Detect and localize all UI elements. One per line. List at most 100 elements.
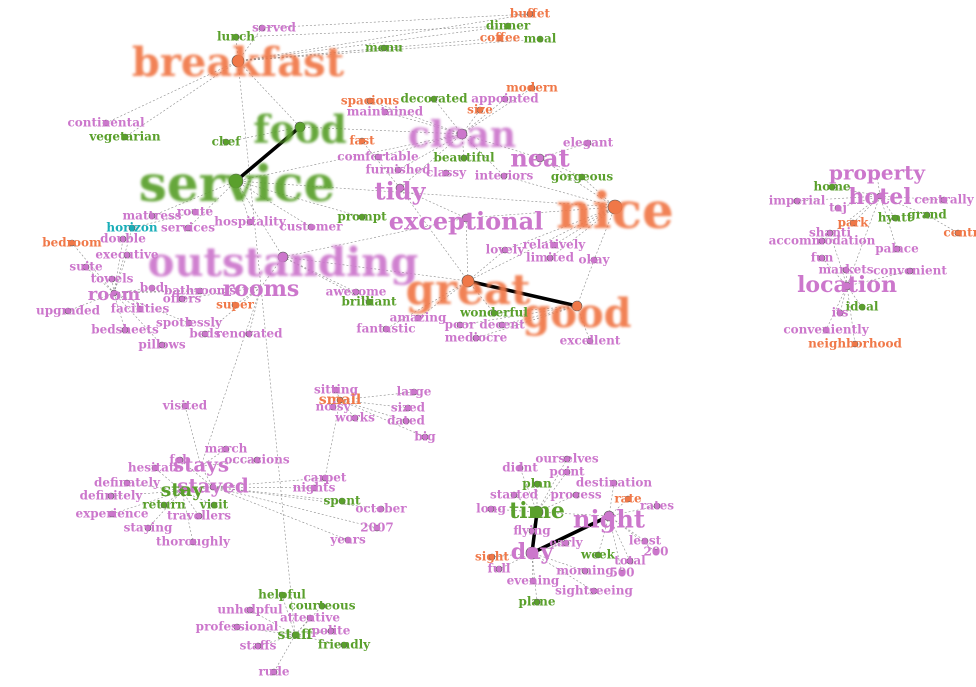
word-poor: poor [445,318,476,332]
node-home [828,183,836,191]
node-markets [842,266,850,274]
word-hotel: hotel [848,184,911,210]
edge-staff-courteous [294,605,323,636]
node-maintained [381,108,389,116]
edge-staff-unhelpful [249,609,296,636]
word-200: 200 [643,545,668,559]
word-centre: centre [943,226,976,240]
edge-stayed-october [212,486,382,510]
node-started [510,491,518,499]
word-works: works [334,411,375,425]
node-2007 [373,524,381,532]
word-park: park [838,216,869,230]
edge-good-mediocre [475,305,578,339]
edge-room-bedroom [71,242,115,294]
edge-day-sightseeing [531,552,595,592]
word-location: location [797,272,897,298]
word-return: return [142,498,186,512]
node-vegetarian [121,133,129,141]
edge-stays-stayed [200,465,214,488]
node-experience [108,510,116,518]
edge-breakfast-buffet [237,13,531,62]
edge-nice-okay [593,206,616,261]
node-services [184,224,192,232]
word-beds: beds [189,327,220,341]
node-excellent [586,337,594,345]
node-neat [535,153,545,163]
node-taj [834,204,842,212]
word-offers: offers [163,292,202,306]
node-its [836,309,844,317]
edge-night-least [608,515,646,542]
word-towels: towels [91,272,134,286]
word-2007: 2007 [360,521,393,535]
node-return [160,501,168,509]
edge-stay-staying [147,490,183,529]
node-centrally [940,196,948,204]
word-brilliant: brilliant [342,295,397,309]
node-elegant [584,139,592,147]
node-staying [144,524,152,532]
node-bedsheets [121,326,129,334]
node-big [421,433,429,441]
word-grand: grand [907,208,947,222]
edge-room-rooms [113,286,262,294]
node-okay [590,256,598,264]
word-palace: palace [875,242,919,256]
node-executive [123,251,131,259]
word-big: big [414,430,436,444]
word-feb: feb [169,453,190,467]
edge-stayed-carpet [212,477,326,488]
word-noisy: noisy [315,400,351,414]
node-hyatt [891,214,899,222]
edge-staff-helpful [281,594,296,636]
word-attentive: attentive [280,611,340,625]
word-modern: modern [506,81,558,95]
word-taj: taj [829,201,847,215]
word-fun: fun [811,251,834,265]
node-visited [181,402,189,410]
edge-hotel-imperial [796,195,881,202]
edge-stayed-nights [212,486,315,489]
node-horizon [128,224,136,232]
edge-hotel-grand [879,195,928,216]
node-double [119,235,127,243]
node-outstanding [277,251,289,263]
node-lovely [501,246,509,254]
node-morning [581,567,589,575]
word-bed: bed [140,281,165,295]
node-stay [178,487,186,495]
node-friendly [340,641,348,649]
node-neighborhood [851,340,859,348]
word-plane: plane [518,595,555,609]
edge-small-carpet [324,399,341,479]
word-sight: sight [475,550,509,564]
edge-good-okay [576,259,595,307]
word-friendly: friendly [318,638,371,652]
word-definately: definately [94,476,161,490]
word-started: started [490,488,539,502]
word-amazing: amazing [390,311,447,325]
word-hesitate: hesitate [128,461,183,475]
edge-stayed-stay [181,486,214,492]
node-rate [624,495,632,503]
edge-breakfast-vegetarian [124,60,239,138]
node-exceptional [461,213,471,223]
node-bedroom [68,239,76,247]
word-size: size [467,103,493,117]
edge-night-200 [608,515,657,553]
edge-room-bedsheets [113,292,126,331]
node-furnished [394,166,402,174]
node-fantastic [382,325,390,333]
edge-service-hospitality [235,180,251,223]
word-sitting: sitting [314,383,359,397]
edge-stay-travellers [181,490,200,517]
word-mediocre: mediocre [445,331,508,345]
node-sitting [332,386,340,394]
node-spotlessly [185,319,193,327]
word-staff: staff [278,627,314,643]
word-stay: stay [161,479,205,501]
edge-location-its [839,285,848,314]
edge-location-shanti [829,232,848,287]
